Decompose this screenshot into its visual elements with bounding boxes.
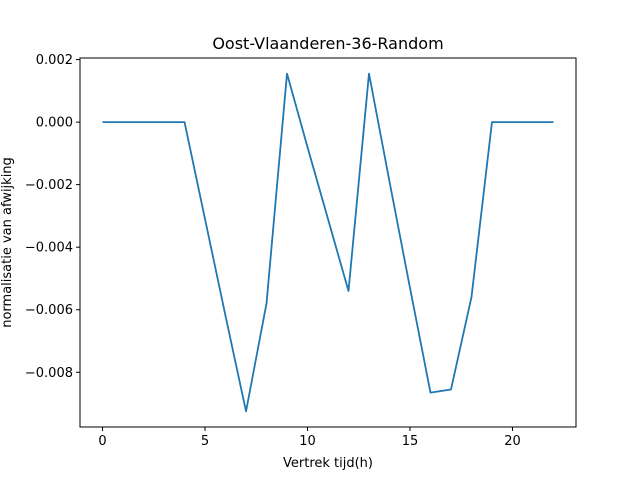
y-tick-label: −0.004 (25, 241, 73, 256)
y-tick-label: 0.002 (36, 53, 73, 68)
chart-marks (102, 72, 554, 413)
x-tick-label: 15 (402, 434, 419, 449)
chart-title: Oost-Vlaanderen-36-Random (212, 34, 443, 53)
x-tick-label: 20 (504, 434, 521, 449)
y-tick-label: 0.000 (36, 116, 73, 131)
plot-frame (79, 57, 577, 428)
x-axis-label: Vertrek tijd(h) (283, 456, 373, 471)
y-tick-label: −0.002 (25, 178, 73, 193)
x-tick-label: 10 (299, 434, 316, 449)
x-axis-ticks: 0 5 10 15 20 (98, 427, 521, 449)
y-axis-ticks: 0.002 0.000 −0.002 −0.004 −0.006 −0.008 (25, 53, 80, 381)
plot-area (80, 58, 576, 427)
x-tick-label: 5 (201, 434, 209, 449)
y-axis-label: normalisatie van afwijking (0, 157, 15, 328)
y-tick-label: −0.008 (25, 366, 73, 381)
y-tick-label: −0.006 (25, 303, 73, 318)
x-tick-label: 0 (98, 434, 106, 449)
series-line-0 (102, 72, 554, 413)
